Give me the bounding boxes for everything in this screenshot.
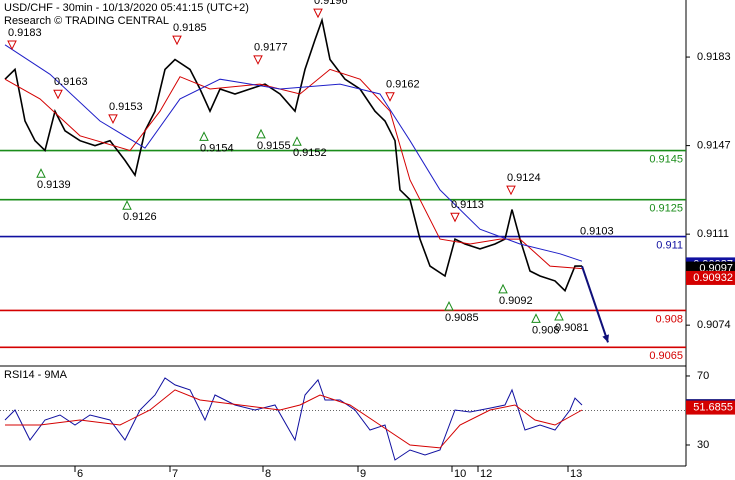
x-tick-label: 8 [265,468,271,480]
low-marker [256,128,266,139]
level-label: 0.9065 [649,350,683,362]
annotation: 0.9081 [555,322,589,334]
forecast-arrow [581,265,609,343]
y-tick-label: 70 [697,370,709,382]
high-marker [506,185,516,196]
annotation: 0.9155 [257,140,291,152]
low-marker [531,313,541,323]
annotation: 0.9196 [314,0,348,7]
series-line [4,17,582,293]
annotation: 0.9126 [123,211,157,223]
high-marker [53,89,63,100]
y-tick-label: 30 [697,439,709,451]
annotation: 0.908 [532,324,560,336]
level-label: 0.9145 [649,153,683,165]
annotation: 0.9153 [109,101,143,113]
chart-title: USD/CHF - 30min - 10/13/2020 05:41:15 (U… [4,2,249,14]
x-tick-label: 9 [360,468,366,480]
x-tick-label: 6 [77,468,83,480]
series-line [5,389,583,449]
annotation: 0.9124 [507,172,541,184]
chart-subtitle: Research © TRADING CENTRAL [4,15,169,27]
annotation: 0.9113 [451,199,484,211]
annotation: 0.9092 [499,295,533,307]
annotation: 0.9139 [37,179,71,191]
panel-title: RSI14 - 9MA [4,369,68,381]
forecast-arrowhead [602,334,609,343]
low-marker [444,300,454,311]
value-tag [686,400,735,415]
high-marker [7,40,17,51]
low-marker [554,310,564,321]
low-marker [36,168,46,178]
low-marker [122,200,132,210]
low-marker [292,136,302,146]
high-marker [253,55,263,65]
y-tick-label: 0.9111 [697,228,729,240]
series-line [4,44,583,262]
y-tick-label: 0.9183 [697,51,731,63]
level-label: 0.908 [655,313,683,325]
value-tag-label: 0.90932 [693,272,733,284]
high-marker [385,92,395,102]
level-label: 0.911 [656,240,683,252]
level-label: 0.9125 [649,203,683,215]
annotation: 0.9103 [580,226,614,238]
annotation: 0.9152 [293,147,327,159]
y-tick-label: 0.9074 [697,319,731,331]
high-marker [450,212,460,223]
high-marker [313,8,323,19]
annotation: 0.9085 [445,312,479,324]
low-marker [498,283,508,294]
high-marker [172,35,182,46]
series-line [4,68,583,270]
value-tag [686,270,735,285]
x-tick-label: 10 [454,468,466,480]
x-tick-label: 12 [480,468,492,480]
value-tag-label: 51.6855 [693,401,733,413]
annotation: 0.9154 [200,142,234,154]
y-tick-label: 0.9147 [697,140,731,152]
x-tick-label: 7 [172,468,178,480]
low-marker [199,131,209,141]
annotation: 0.9163 [54,76,88,88]
series-line [4,377,583,461]
annotation: 0.9185 [173,22,207,34]
high-marker [108,114,118,124]
annotation: 0.9177 [254,42,288,54]
annotation: 0.9183 [8,27,42,39]
annotation: 0.9162 [386,79,420,91]
x-tick-label: 13 [570,468,582,480]
